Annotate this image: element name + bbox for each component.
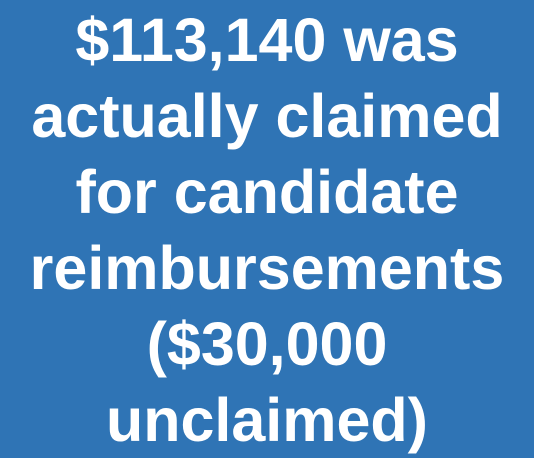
slide-text-line: for candidate — [75, 158, 459, 226]
slide-text-line: reimbursements — [29, 234, 505, 302]
slide-text-line: $113,140 was — [75, 6, 459, 74]
slide-text-line: ($30,000 — [146, 310, 388, 378]
slide-text-line: unclaimed) — [105, 386, 428, 454]
slide-text-line: actually claimed — [31, 82, 503, 150]
